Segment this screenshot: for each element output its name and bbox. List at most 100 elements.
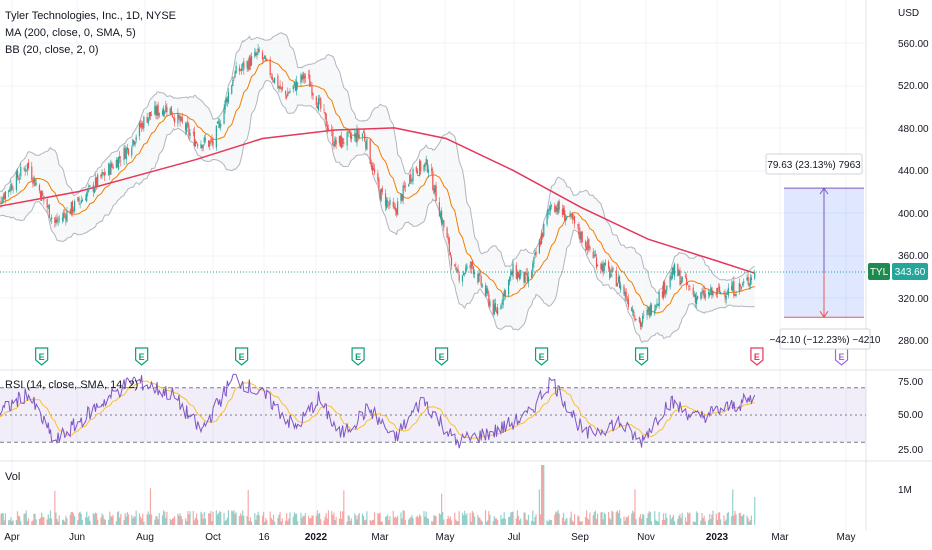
- earnings-marker[interactable]: E: [351, 347, 365, 366]
- volume-bar: [356, 519, 358, 525]
- candle-body: [634, 317, 636, 321]
- candle-body: [470, 261, 472, 269]
- volume-bar: [211, 521, 213, 525]
- candle-body: [348, 130, 350, 133]
- candle-body: [293, 81, 295, 85]
- chart-title[interactable]: Tyler Technologies, Inc., 1D, NYSE: [5, 10, 176, 22]
- candle-body: [627, 298, 629, 307]
- candle-body: [208, 140, 210, 147]
- volume-bar: [347, 515, 349, 525]
- volume-bar: [616, 510, 618, 525]
- candle-body: [446, 227, 448, 238]
- svg-text:E: E: [239, 352, 245, 362]
- candle-body: [254, 52, 256, 57]
- volume-label[interactable]: Vol: [5, 471, 20, 483]
- volume-pane[interactable]: [0, 465, 756, 525]
- volume-bar: [272, 514, 275, 525]
- candle-body: [227, 92, 230, 103]
- rsi-label[interactable]: RSI (14, close, SMA, 14, 2): [5, 379, 138, 391]
- candle-body: [688, 285, 690, 287]
- indicator-bb-label[interactable]: BB (20, close, 2, 0): [5, 44, 99, 56]
- rsi-pane[interactable]: [0, 373, 866, 449]
- earnings-marker[interactable]: E: [235, 347, 249, 366]
- candle-body: [393, 206, 395, 209]
- earnings-marker[interactable]: E: [750, 347, 764, 366]
- volume-bar: [189, 511, 191, 525]
- measure-tool[interactable]: [784, 187, 864, 319]
- volume-bar: [615, 512, 617, 525]
- volume-bar: [120, 513, 122, 525]
- time-axis[interactable]: Apr Jun Aug Oct 16 2022 Mar May Jul Sep …: [4, 532, 855, 543]
- volume-bar: [0, 514, 2, 525]
- candle-body: [372, 167, 375, 170]
- volume-bar: [556, 512, 558, 525]
- volume-bar: [600, 512, 602, 525]
- candle-body: [435, 186, 437, 201]
- candle-body: [255, 53, 257, 56]
- candle-body: [623, 285, 625, 294]
- indicator-ma-label[interactable]: MA (200, close, 0, SMA, 5): [5, 27, 136, 39]
- volume-bar: [403, 510, 405, 525]
- candle-body: [487, 288, 489, 294]
- candle-body: [754, 272, 756, 279]
- volume-bar: [548, 519, 550, 525]
- volume-bar: [57, 521, 59, 525]
- volume-bar: [215, 510, 217, 525]
- candle-body: [424, 162, 426, 167]
- earnings-marker[interactable]: E: [434, 347, 449, 366]
- volume-bar: [710, 519, 712, 525]
- volume-bar: [477, 514, 479, 525]
- candles[interactable]: [0, 43, 756, 330]
- candle-body: [738, 283, 740, 292]
- candle-body: [639, 320, 642, 327]
- last-price-badge[interactable]: [892, 263, 928, 280]
- bollinger-bands: [0, 32, 755, 343]
- candle-body: [409, 174, 411, 184]
- rsi-axis[interactable]: 75.00 50.00 25.00: [898, 377, 923, 456]
- volume-bar: [248, 520, 250, 525]
- volume-bar: [517, 515, 520, 525]
- candle-body: [217, 121, 220, 124]
- volume-bar: [640, 518, 643, 525]
- volume-bar: [565, 519, 567, 525]
- candle-body: [89, 185, 91, 187]
- candle-body: [466, 264, 468, 270]
- volume-bar: [635, 519, 637, 525]
- volume-bar: [50, 518, 53, 525]
- volume-bar: [85, 517, 87, 525]
- price-axis[interactable]: 560.00 520.00 480.00 440.00 400.00 360.0…: [898, 39, 929, 347]
- candle-body: [349, 133, 352, 138]
- earnings-marker[interactable]: E: [135, 347, 149, 366]
- volume-bar: [143, 521, 145, 525]
- earnings-marker[interactable]: E: [534, 347, 549, 366]
- volume-bar: [547, 521, 549, 525]
- candle-body: [471, 262, 473, 266]
- candle-body: [354, 133, 356, 138]
- volume-bar: [624, 520, 626, 525]
- volume-bar: [141, 518, 143, 525]
- volume-bar: [557, 510, 559, 525]
- candle-body: [265, 57, 267, 61]
- earnings-marker[interactable]: E: [35, 347, 49, 366]
- symbol-tag[interactable]: [868, 263, 890, 280]
- candle-body: [670, 276, 672, 280]
- volume-bar: [381, 521, 383, 525]
- volume-bar: [117, 511, 120, 525]
- candle-body: [592, 251, 594, 258]
- volume-bar: [748, 521, 750, 525]
- candle-body: [133, 140, 135, 145]
- volume-bar: [542, 465, 544, 525]
- volume-bar: [631, 513, 633, 525]
- candle-body: [550, 204, 553, 207]
- candle-body: [565, 217, 567, 221]
- candle-body: [15, 171, 17, 191]
- earnings-marker[interactable]: E: [634, 347, 649, 366]
- candle-body: [692, 287, 694, 295]
- candle-body: [87, 189, 89, 194]
- candle-body: [273, 77, 276, 84]
- candle-body: [612, 267, 614, 270]
- volume-bar: [48, 518, 50, 525]
- candle-body: [386, 199, 388, 209]
